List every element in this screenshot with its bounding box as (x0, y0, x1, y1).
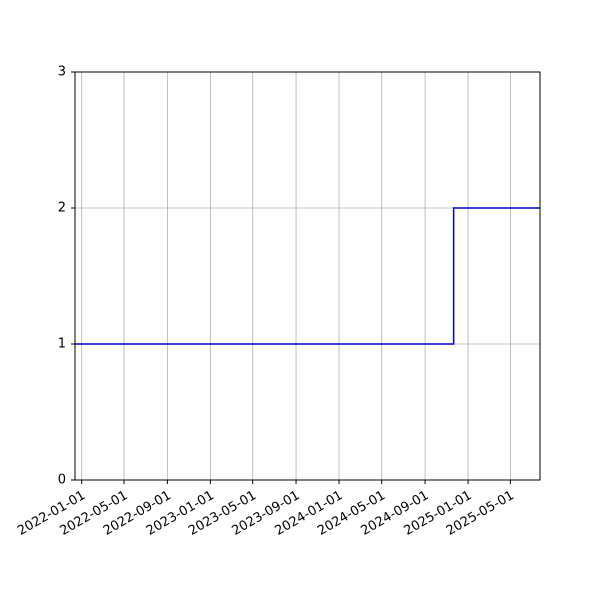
plot-frame (74, 71, 541, 481)
grid-layer (75, 71, 540, 481)
y-tick-label: 2 (58, 201, 66, 216)
series-line (75, 207, 540, 345)
tick-layer: 2022-01-012022-05-012022-09-012023-01-01… (15, 65, 517, 539)
series-layer (75, 207, 540, 345)
y-tick-label: 0 (58, 473, 66, 488)
y-tick-label: 3 (58, 65, 66, 80)
y-tick-label: 1 (58, 337, 66, 352)
